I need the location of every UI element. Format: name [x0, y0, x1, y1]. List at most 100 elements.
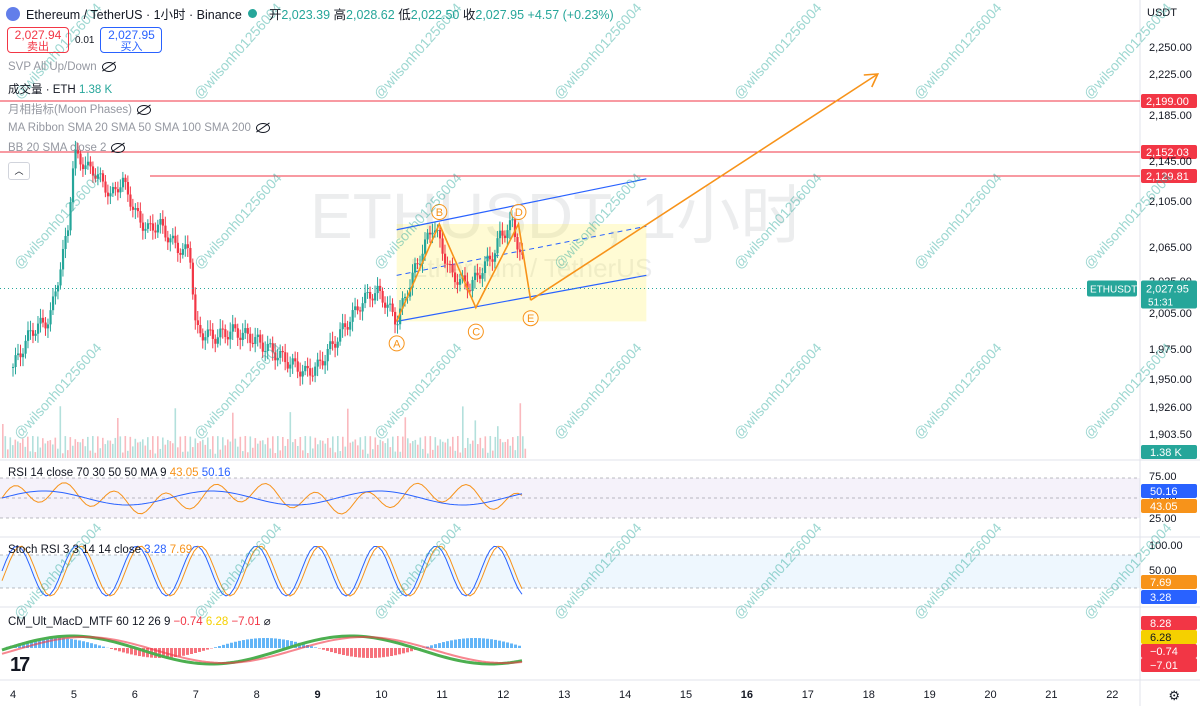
- volume-bar: [119, 436, 122, 458]
- candle-body: [274, 352, 277, 361]
- tradingview-logo[interactable]: 17: [10, 654, 30, 676]
- candle-body: [411, 272, 414, 288]
- indicator-svp[interactable]: SVP All Up/Down: [8, 61, 116, 73]
- candle-body: [401, 298, 404, 309]
- symbol-title[interactable]: Ethereum / TetherUS · 1小时 · Binance: [26, 8, 242, 22]
- macd-histogram-bar: [74, 639, 77, 648]
- candle-body: [239, 337, 242, 340]
- candle-body: [114, 186, 117, 190]
- candle-body: [12, 367, 15, 368]
- collapse-indicators-button[interactable]: ︿: [8, 162, 30, 180]
- candle-body: [91, 166, 95, 176]
- date-tick-label: 8: [254, 689, 260, 701]
- macd-histogram-bar: [366, 648, 369, 658]
- volume-bar: [234, 438, 237, 458]
- candle-body: [376, 285, 379, 294]
- volume-bar: [94, 452, 97, 458]
- volume-bar: [57, 448, 59, 458]
- candle-body: [131, 206, 135, 210]
- ohlc-readout: 开2,023.39 高2,028.62 低2,022.50 收2,027.95 …: [268, 8, 614, 22]
- volume-bar: [317, 444, 319, 458]
- volume-bar: [364, 436, 367, 458]
- macd-histogram-bar: [514, 644, 517, 648]
- date-tick-label: 11: [436, 689, 447, 701]
- volume-bar: [409, 443, 412, 458]
- resistance-price-label: 2,129.81: [1146, 171, 1189, 183]
- rsi-legend[interactable]: RSI 14 close 70 30 50 50 MA 9 43.05 50.1…: [8, 467, 231, 479]
- resistance-price-tag: [1141, 94, 1197, 108]
- candle-body: [391, 303, 394, 312]
- pattern-point-marker: [388, 335, 405, 352]
- volume-bar: [169, 441, 172, 458]
- volume-bar: [354, 439, 357, 458]
- volume-bar: [392, 436, 394, 458]
- macd-histogram-bar: [134, 648, 137, 656]
- volume-bar: [314, 437, 317, 458]
- sell-button[interactable]: 2,027.94 卖出: [7, 27, 69, 53]
- volume-bar: [282, 436, 284, 458]
- macd-histogram-bar: [138, 648, 141, 657]
- volume-bar: [42, 438, 44, 458]
- candle-body: [146, 223, 150, 229]
- candle-body: [426, 232, 429, 240]
- macd-histogram-bar: [46, 638, 49, 648]
- volume-bar: [9, 437, 12, 458]
- indicator-moon[interactable]: 月相指标(Moon Phases): [8, 101, 151, 117]
- price-tick-label: 1,926.00: [1149, 402, 1192, 414]
- volume-bar: [292, 442, 294, 458]
- macd-histogram-bar: [314, 647, 317, 648]
- volume-bar: [389, 447, 392, 458]
- macd-histogram-bar: [406, 648, 409, 653]
- hidden-eye-icon[interactable]: [111, 142, 126, 153]
- price-tick-label: 2,105.00: [1149, 196, 1192, 208]
- candle-body: [54, 291, 57, 297]
- volume-bar: [262, 440, 264, 458]
- macd-histogram-bar: [198, 648, 201, 652]
- volume-bar: [494, 436, 497, 458]
- candle-body: [384, 302, 387, 308]
- stoch-legend[interactable]: Stoch RSI 3 3 14 14 close 3.28 7.69: [8, 544, 193, 556]
- buy-button[interactable]: 2,027.95 买入: [100, 27, 163, 53]
- macd-histogram-bar: [398, 648, 401, 655]
- macd-legend[interactable]: CM_Ult_MacD_MTF 60 12 26 9 −0.74 6.28 −7…: [8, 616, 271, 628]
- date-tick-label: 6: [132, 689, 138, 701]
- macd-histogram-bar: [278, 638, 281, 648]
- candle-body: [311, 375, 314, 377]
- macd-histogram-bar: [70, 639, 73, 648]
- candle-body: [66, 230, 70, 237]
- volume-bar: [294, 439, 297, 458]
- volume-bar: [34, 452, 37, 458]
- volume-bar: [69, 437, 72, 458]
- volume-bar: [327, 438, 329, 458]
- volume-bar: [429, 436, 432, 458]
- pattern-point-marker: [467, 323, 484, 340]
- volume-bar: [257, 443, 259, 458]
- candle-body: [136, 208, 140, 212]
- volume-bar: [357, 445, 359, 458]
- candle-body: [81, 164, 85, 170]
- hidden-eye-icon[interactable]: [255, 122, 270, 133]
- candle-body: [141, 222, 145, 231]
- volume-bar: [399, 451, 402, 458]
- volume-bar: [382, 441, 384, 458]
- gear-icon[interactable]: ⚙: [1168, 688, 1180, 703]
- hidden-eye-icon[interactable]: [136, 104, 151, 115]
- pattern-point-label: B: [436, 207, 443, 219]
- indicator-bb[interactable]: BB 20 SMA close 2: [8, 142, 126, 154]
- candle-body: [94, 175, 97, 179]
- volume-bar: [162, 437, 164, 458]
- volume-bar: [397, 436, 399, 458]
- pattern-point-label: E: [527, 313, 534, 325]
- stoch-k-value: 3.28: [1150, 592, 1171, 604]
- indicator-ma-ribbon[interactable]: MA Ribbon SMA 20 SMA 50 SMA 100 SMA 200: [8, 122, 270, 134]
- candle-body: [209, 329, 212, 331]
- candle-body: [496, 238, 499, 254]
- volume-bar: [302, 450, 304, 458]
- hidden-eye-icon[interactable]: [101, 61, 116, 72]
- candle-body: [421, 253, 424, 264]
- indicator-volume[interactable]: 成交量 · ETH 1.38 K: [8, 84, 113, 96]
- volume-bar: [267, 437, 269, 458]
- volume-bar: [497, 426, 499, 458]
- candle-body: [154, 230, 157, 233]
